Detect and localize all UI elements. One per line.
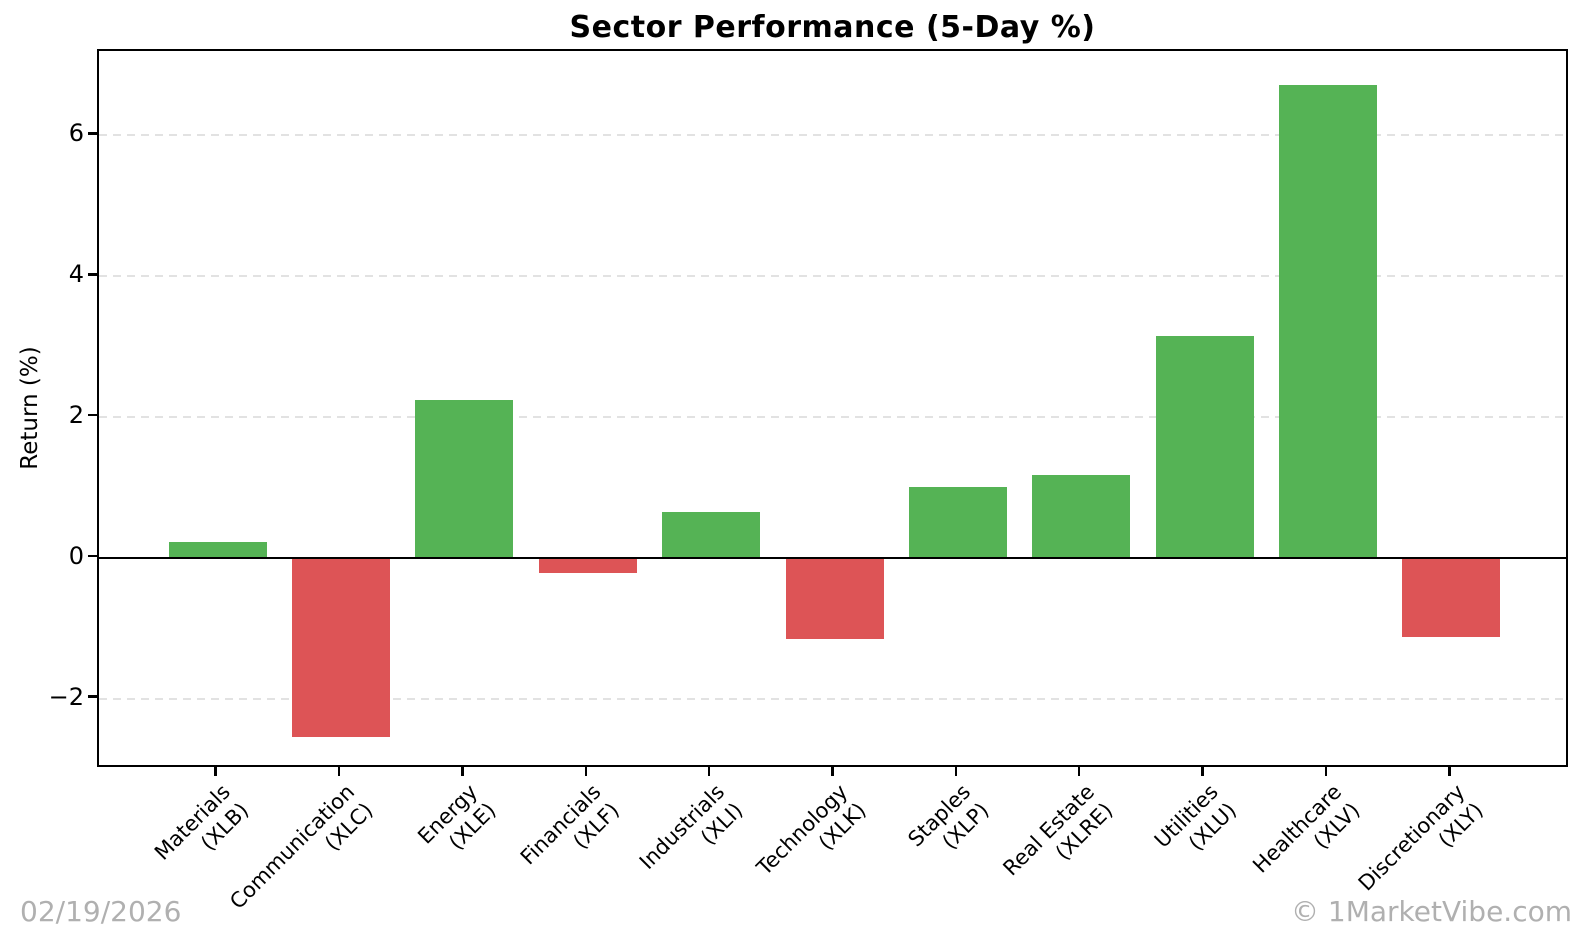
x-tick-mark-discretionary <box>1448 767 1451 776</box>
bar-industrials <box>662 512 761 558</box>
x-tick-label-industrials: Industrials (XLI) <box>634 779 748 893</box>
gridline-y4 <box>99 275 1566 278</box>
x-tick-label-staples: Staples (XLP) <box>903 779 995 871</box>
x-tick-label-real-estate: Real Estate (XLRE) <box>997 779 1118 900</box>
zero-axis-line <box>99 556 1566 560</box>
y-tick-mark-0 <box>88 554 97 558</box>
bar-healthcare <box>1278 84 1377 558</box>
chart-title: Sector Performance (5-Day %) <box>569 10 1096 45</box>
x-tick-mark-technology <box>831 767 834 776</box>
y-tick-label-6: 6 <box>68 119 84 148</box>
plot-area <box>97 49 1568 767</box>
x-tick-label-utilities: Utilities (XLU) <box>1149 779 1242 872</box>
bar-energy <box>415 400 514 558</box>
y-tick-label-2: 2 <box>68 401 84 430</box>
bar-materials <box>168 542 267 558</box>
watermark-label: © 1MarketVibe.com <box>1291 895 1572 928</box>
x-tick-mark-financials <box>584 767 588 776</box>
y-axis-label: Return (%) <box>17 346 43 470</box>
x-tick-label-healthcare: Healthcare (XLV) <box>1247 779 1365 897</box>
x-tick-label-communication: Communication (XLC) <box>224 779 378 933</box>
gridline-y-2 <box>99 697 1566 700</box>
x-tick-label-financials: Financials (XLF) <box>515 779 625 889</box>
bar-discretionary <box>1402 557 1501 638</box>
date-label: 02/19/2026 <box>20 895 182 928</box>
y-tick-mark-2 <box>88 413 97 417</box>
bar-staples <box>908 486 1007 558</box>
x-tick-mark-real-estate <box>1077 767 1081 776</box>
x-tick-label-materials: Materials (XLB) <box>150 779 255 884</box>
x-tick-mark-staples <box>954 767 958 776</box>
bar-technology <box>785 557 884 639</box>
y-tick-mark--2 <box>88 695 97 698</box>
y-tick-mark-4 <box>88 273 97 276</box>
gridline-y6 <box>99 134 1566 137</box>
gridline-y2 <box>99 416 1566 419</box>
y-tick-label--2: −2 <box>48 682 84 711</box>
x-tick-mark-materials <box>214 767 217 776</box>
bar-real-estate <box>1032 474 1131 558</box>
x-tick-mark-healthcare <box>1324 767 1328 776</box>
bar-communication <box>292 557 391 738</box>
x-tick-mark-utilities <box>1201 767 1204 776</box>
bar-utilities <box>1155 336 1254 558</box>
bar-financials <box>538 557 637 573</box>
y-tick-mark-6 <box>88 132 97 135</box>
x-tick-label-technology: Technology (XLK) <box>751 779 871 899</box>
x-tick-mark-communication <box>337 767 341 776</box>
x-tick-mark-energy <box>461 767 464 776</box>
y-tick-label-4: 4 <box>68 260 84 289</box>
y-tick-label-0: 0 <box>68 541 84 570</box>
x-tick-label-energy: Energy (XLE) <box>412 779 501 868</box>
x-tick-mark-industrials <box>707 767 711 776</box>
